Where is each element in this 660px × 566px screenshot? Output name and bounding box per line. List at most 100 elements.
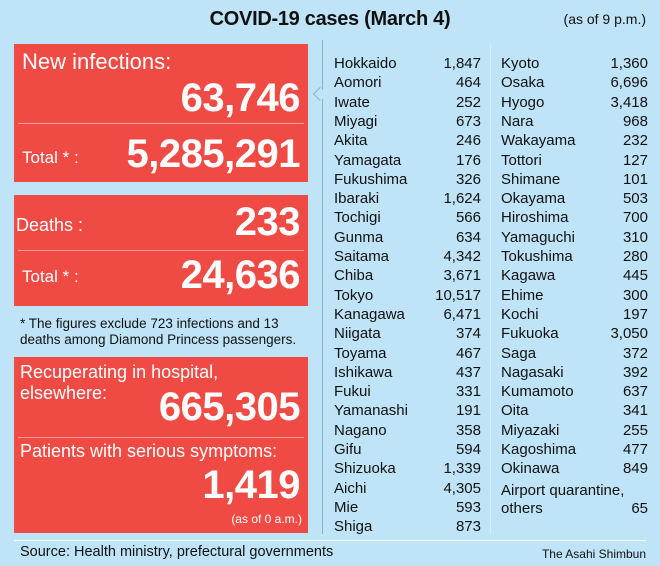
prefecture-cases: 101 [622,170,648,188]
prefecture-cases: 594 [455,441,481,458]
prefecture-row: Wakayama 232 [501,131,648,150]
prefecture-name: Ishikawa [334,363,393,381]
prefecture-row: Nagasaki 392 [501,363,648,382]
prefecture-cases: 197 [622,305,648,323]
new-infections-label: New infections: [22,49,172,74]
bracket-line [322,40,323,534]
prefecture-row: Tochigi 566 [334,208,481,227]
prefecture-row: Kyoto 1,360 [501,54,648,73]
prefecture-name: Akita [334,132,368,150]
prefecture-cases: 10,517 [435,286,481,304]
prefecture-row: Kanagawa 6,471 [334,305,481,324]
prefecture-cases: 255 [622,421,648,439]
page-title: COVID-19 cases (March 4) [209,8,451,30]
prefecture-row: Iwate 252 [334,93,481,112]
prefecture-row: Gifu 594 [334,440,481,459]
prefecture-cases: 1,360 [610,55,648,72]
prefecture-cases: 503 [622,190,648,208]
serious-label: Patients with serious symptoms: [20,441,278,461]
prefecture-cases: 3,418 [610,93,648,111]
prefecture-cases: 437 [455,363,481,381]
bracket-pointer [312,86,328,102]
prefecture-cases: 566 [455,209,481,227]
prefecture-name: Nagano [334,421,387,439]
airport-row-2: others 65 [501,499,648,518]
prefecture-cases: 252 [455,93,481,111]
recuperating-panel: Recuperating in hospital, elsewhere: 665… [14,357,308,533]
prefecture-cases: 593 [455,498,481,516]
prefecture-row: Tokushima 280 [501,247,648,266]
prefecture-row: Nara 968 [501,112,648,131]
prefecture-cases: 280 [622,248,648,265]
prefecture-name: Toyama [334,344,387,362]
deaths-value: 233 [234,200,301,244]
prefecture-row: Fukui 331 [334,382,481,401]
prefecture-name: Ehime [501,286,544,304]
as-of-time: (as of 9 p.m.) [563,11,646,27]
prefecture-row: Hokkaido 1,847 [334,54,481,73]
prefecture-row: Miyagi 673 [334,112,481,131]
prefecture-row: Kochi 197 [501,305,648,324]
prefecture-name: Gunma [334,228,384,246]
prefecture-row: Yamagata 176 [334,151,481,170]
prefecture-name: Hokkaido [334,55,397,72]
prefecture-cases: 3,671 [443,267,481,285]
prefecture-row: Fukuoka 3,050 [501,324,648,343]
prefecture-name: Wakayama [501,132,576,150]
divider [18,437,304,438]
total-deaths-label: Total * : [22,267,79,286]
prefecture-row: Ibaraki 1,624 [334,189,481,208]
prefecture-cases: 246 [455,132,481,150]
prefecture-name: Tokyo [334,286,374,304]
prefecture-row: Ehime 300 [501,286,648,305]
total-infections-label: Total * : [22,148,79,167]
prefecture-cases: 372 [622,344,648,362]
prefecture-cases: 873 [455,518,481,536]
prefecture-cases: 331 [455,383,481,401]
airport-label-2: others [501,500,543,517]
prefecture-cases: 374 [455,325,481,343]
divider [18,250,304,251]
new-infections-panel: New infections: 63,746 Total * : 5,285,2… [14,44,308,182]
prefecture-row: Aichi 4,305 [334,479,481,498]
prefecture-name: Gifu [334,441,362,458]
prefecture-cases: 1,624 [443,190,481,208]
prefecture-cases: 127 [622,151,648,169]
prefecture-row: Akita 246 [334,131,481,150]
prefecture-row: Niigata 374 [334,324,481,343]
prefecture-cases: 300 [622,286,648,304]
prefecture-row: Yamanashi 191 [334,401,481,420]
prefecture-cases: 6,471 [443,305,481,323]
prefecture-name: Okinawa [501,460,560,478]
prefecture-name: Kagawa [501,267,556,285]
prefecture-row: Kagawa 445 [501,266,648,285]
deaths-panel: Deaths : 233 Total * : 24,636 [14,195,308,306]
serious-value: 1,419 [202,463,300,507]
prefecture-name: Shizuoka [334,460,396,478]
prefecture-name: Fukui [334,383,371,401]
deaths-label: Deaths : [16,215,84,235]
prefecture-cases: 700 [622,209,648,227]
prefecture-cases: 392 [622,363,648,381]
prefecture-name: Saitama [334,248,390,265]
prefecture-name: Osaka [501,74,545,92]
prefecture-row: Yamaguchi 310 [501,228,648,247]
prefecture-name: Hyogo [501,93,545,111]
prefecture-row: Kagoshima 477 [501,440,648,459]
prefecture-name: Kanagawa [334,305,405,323]
prefecture-name: Yamagata [334,151,402,169]
serious-note: (as of 0 a.m.) [231,512,302,526]
airport-row: Airport quarantine, [501,481,648,500]
prefecture-cases: 358 [455,421,481,439]
airport-label: Airport quarantine, [501,482,625,499]
total-infections-value: 5,285,291 [126,132,301,176]
prefecture-name: Yamanashi [334,402,408,420]
prefecture-name: Aomori [334,74,382,92]
prefecture-row: Okinawa 849 [501,459,648,478]
prefecture-cases: 3,050 [610,325,648,343]
column-divider [490,44,491,534]
prefecture-name: Aichi [334,479,367,497]
prefecture-name: Tochigi [334,209,381,227]
prefecture-row: Ishikawa 437 [334,363,481,382]
prefecture-name: Tottori [501,151,542,169]
